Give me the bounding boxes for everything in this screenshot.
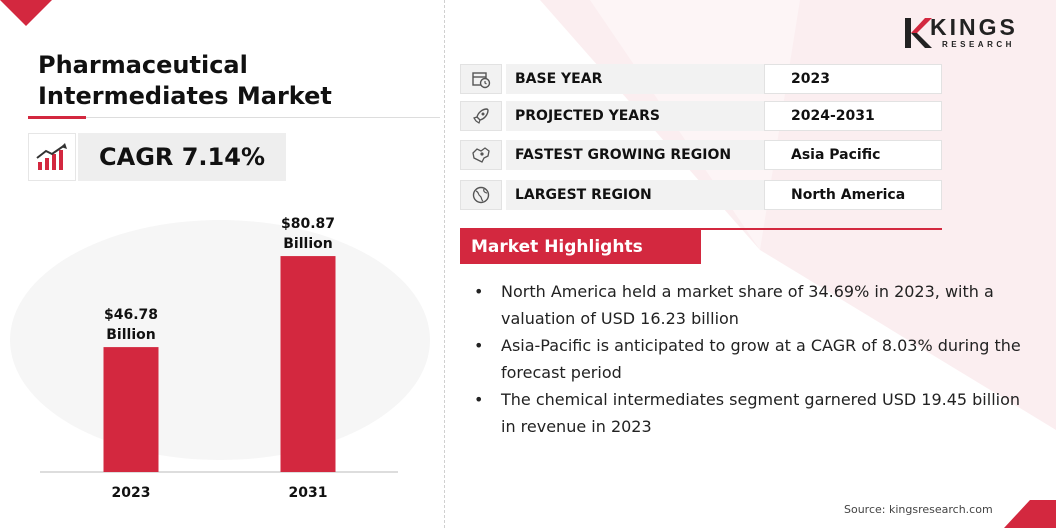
source-credit: Source: kingsresearch.com: [844, 503, 993, 516]
info-row-projected-years: PROJECTED YEARS 2024-2031: [460, 101, 942, 131]
rocket-icon: [460, 101, 502, 131]
base-year-value: 2023: [764, 64, 942, 94]
cagr-value: CAGR 7.14%: [78, 133, 286, 181]
info-row-base-year: BASE YEAR 2023: [460, 64, 942, 94]
info-row-largest-region: LARGEST REGION North America: [460, 180, 942, 210]
largest-region-label: LARGEST REGION: [506, 180, 764, 210]
kings-research-logo: [905, 18, 932, 48]
x-tick-label-2031: 2031: [289, 485, 328, 501]
panel-divider: [444, 0, 445, 528]
fastest-region-value: Asia Pacific: [764, 140, 942, 170]
highlight-item: The chemical intermediates segment garne…: [470, 386, 1030, 440]
bar-2031: [280, 256, 336, 472]
title-underline: [28, 117, 440, 118]
projected-years-value: 2024-2031: [764, 101, 942, 131]
largest-region-value: North America: [764, 180, 942, 210]
data-label-2023-unit: Billion: [106, 327, 155, 343]
highlights-list: North America held a market share of 34.…: [470, 278, 1030, 440]
brand-subtitle: RESEARCH: [942, 40, 1015, 49]
projected-years-label: PROJECTED YEARS: [506, 101, 764, 131]
bar-2023: [103, 347, 159, 472]
highlights-heading: Market Highlights: [460, 230, 701, 264]
page-title: Pharmaceutical Intermediates Market: [38, 51, 332, 110]
info-row-fastest-region: FASTEST GROWING REGION Asia Pacific: [460, 140, 942, 170]
cagr-icon-box: [28, 133, 76, 181]
corner-triangle-top: [0, 0, 52, 26]
map-region-icon: [460, 140, 502, 170]
x-tick-label-2023: 2023: [112, 485, 151, 501]
globe-icon: [460, 180, 502, 210]
rising-chart-icon: [36, 143, 67, 170]
calendar-clock-icon: [460, 64, 502, 94]
data-label-2023-value: $46.78: [104, 307, 158, 323]
highlights-rule: [460, 228, 942, 230]
title-underline-accent: [28, 116, 86, 119]
fastest-region-label: FASTEST GROWING REGION: [506, 140, 764, 170]
base-year-label: BASE YEAR: [506, 64, 764, 94]
highlight-item: Asia-Pacific is anticipated to grow at a…: [470, 332, 1030, 386]
data-label-2031-unit: Billion: [283, 236, 332, 252]
highlight-item: North America held a market share of 34.…: [470, 278, 1030, 332]
bar-chart: $46.78 Billion 2023 $80.87 Billion 2031: [40, 216, 398, 501]
corner-triangle-bottom: [1004, 500, 1056, 528]
brand-name: KINGS: [930, 14, 1018, 40]
data-label-2031-value: $80.87: [281, 216, 335, 232]
